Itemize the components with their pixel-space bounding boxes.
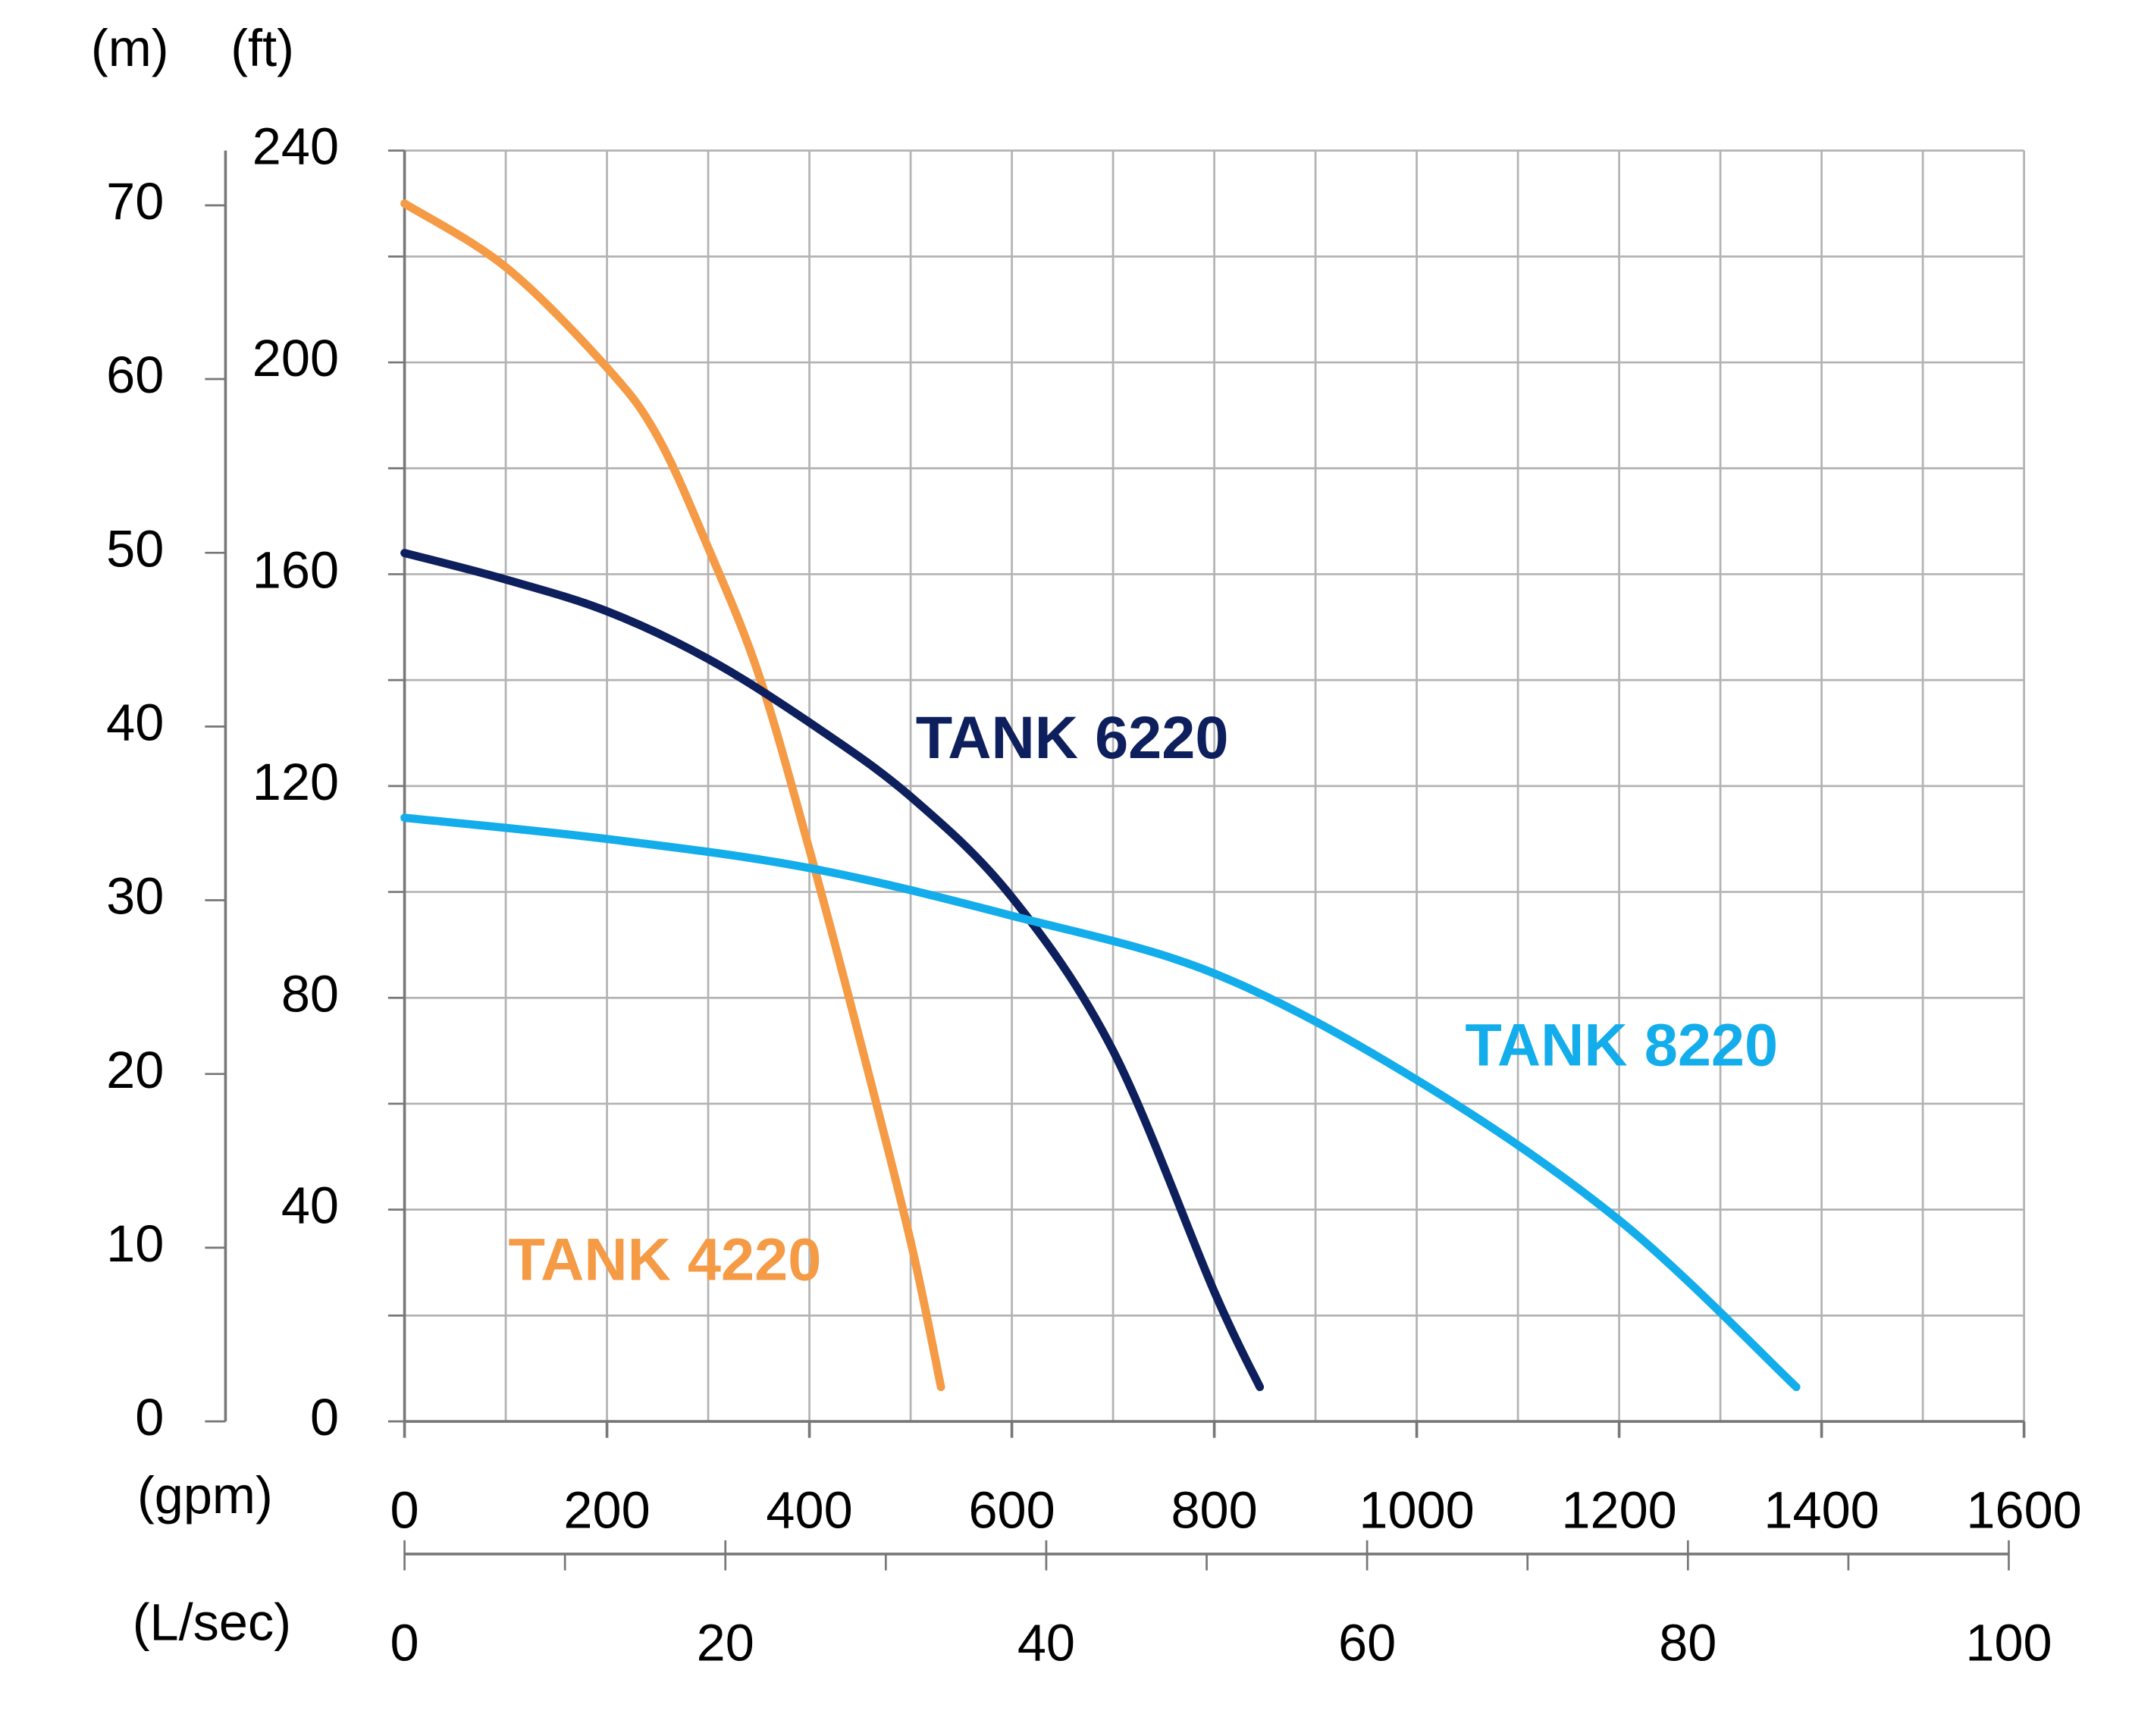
x2-axis-label: (L/sec) <box>133 1593 291 1652</box>
x-tick-label: 1000 <box>1359 1481 1474 1540</box>
x2-tick-label: 0 <box>390 1614 419 1672</box>
y-tick-label: 200 <box>252 329 339 387</box>
y2-tick-label: 40 <box>106 693 164 751</box>
x2-tick-label: 20 <box>697 1614 754 1672</box>
series-line <box>400 199 945 1392</box>
y2-axis-label: (m) <box>91 19 169 77</box>
x-tick-label: 1200 <box>1561 1481 1676 1540</box>
x2-tick-label: 40 <box>1017 1614 1075 1672</box>
y2-tick-label: 30 <box>106 867 164 926</box>
x-axis-label: (gpm) <box>137 1466 273 1524</box>
y2-tick-label: 50 <box>106 519 164 578</box>
y-tick-label: 240 <box>252 118 339 176</box>
x2-tick-label: 60 <box>1338 1614 1396 1672</box>
series-label: TANK 6220 <box>916 703 1229 771</box>
series-label: TANK 8220 <box>1465 1011 1778 1079</box>
series-label: TANK 4220 <box>509 1226 822 1293</box>
x-tick-label: 800 <box>1171 1481 1257 1540</box>
series-line <box>400 813 1801 1392</box>
x-tick-label: 600 <box>968 1481 1055 1540</box>
y-tick-label: 80 <box>281 964 339 1023</box>
y2-tick-label: 20 <box>106 1041 164 1099</box>
y-tick-label: 160 <box>252 541 339 600</box>
y2-tick-label: 60 <box>106 346 164 404</box>
y-tick-label: 40 <box>281 1177 339 1235</box>
y2-tick-label: 10 <box>106 1214 164 1273</box>
series-line <box>400 549 1265 1392</box>
x-tick-label: 0 <box>390 1481 419 1540</box>
x2-tick-label: 80 <box>1659 1614 1717 1672</box>
y2-tick-label: 70 <box>106 172 164 230</box>
x-tick-label: 200 <box>563 1481 650 1540</box>
x-tick-label: 1600 <box>1966 1481 2081 1540</box>
y-tick-label: 120 <box>252 753 339 811</box>
y2-tick-label: 0 <box>135 1388 164 1446</box>
y-tick-label: 0 <box>310 1388 339 1446</box>
x-tick-label: 400 <box>766 1481 852 1540</box>
x2-tick-label: 100 <box>1965 1614 2052 1672</box>
x-tick-label: 1400 <box>1764 1481 1879 1540</box>
y-axis-label: (ft) <box>230 19 294 77</box>
